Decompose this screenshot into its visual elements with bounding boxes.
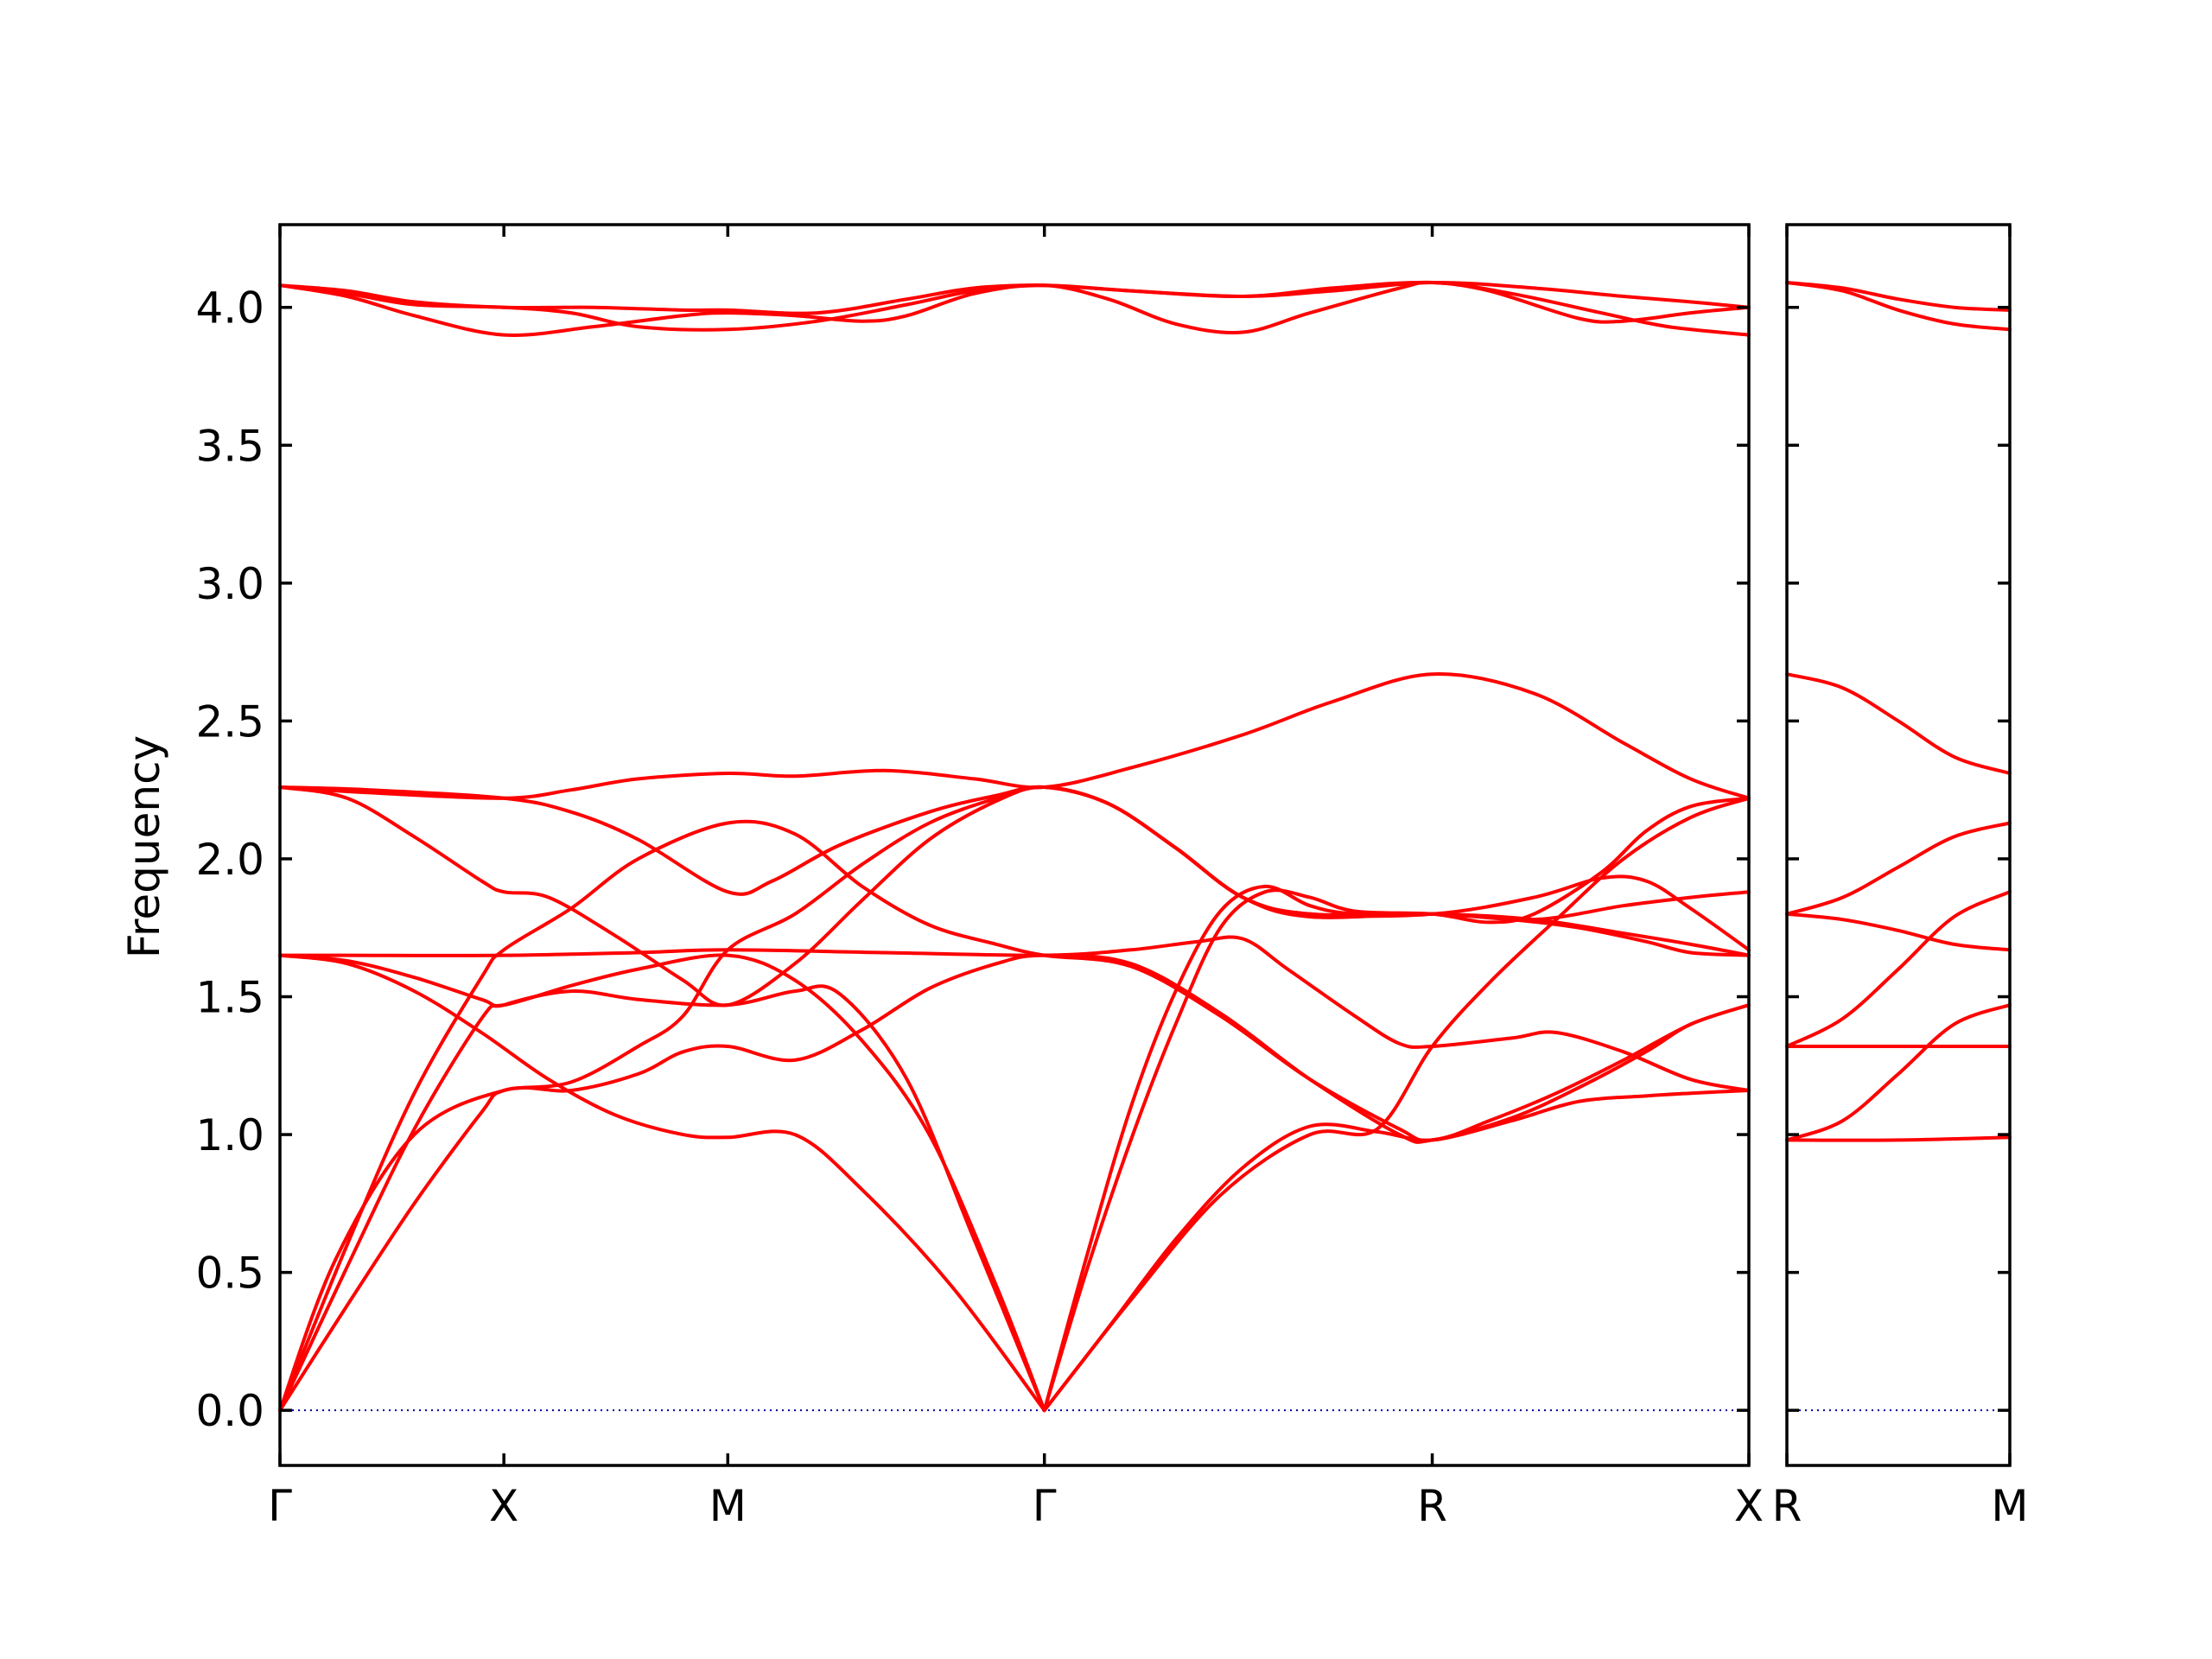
band-line-8 — [1785, 1003, 2012, 1142]
band-line-2 — [1785, 281, 2012, 332]
band-line-4 — [1785, 821, 2012, 916]
y-tick-label: 1.0 — [195, 1110, 264, 1160]
band-line-3 — [1785, 672, 2012, 775]
x-tick-label: X — [1734, 1481, 1764, 1531]
band-line-6 — [278, 785, 1751, 1007]
band-line-17 — [1042, 796, 1751, 1413]
y-tick-label: 1.5 — [195, 973, 264, 1023]
y-axis-label: Frequency — [119, 735, 169, 958]
band-line-16 — [1042, 884, 1751, 1413]
band-line-9 — [1785, 1135, 2012, 1142]
y-tick-label: 4.0 — [195, 283, 264, 334]
band-line-4 — [278, 672, 1751, 800]
x-tick-label: Γ — [268, 1481, 292, 1531]
y-tick-label: 0.5 — [195, 1249, 264, 1299]
x-tick-label: M — [1991, 1481, 2028, 1531]
y-tick-label: 0.0 — [195, 1386, 264, 1436]
band-line-12 — [278, 785, 1751, 1413]
y-tick-label: 3.0 — [195, 559, 264, 609]
band-line-10 — [278, 984, 1046, 1413]
y-tick-label: 2.0 — [195, 835, 264, 885]
band-line-6 — [1785, 890, 2012, 1048]
x-tick-label: M — [709, 1481, 747, 1531]
main-band-panel: 0.0 0.5 1.0 1.5 2.0 2.5 3.0 3.5 4.0 Γ X M Γ R X — [195, 223, 1764, 1531]
plot-frame — [278, 223, 1751, 1467]
plot-frame — [1785, 223, 2012, 1467]
band-line-11 — [278, 819, 1751, 1413]
y-tick-label: 2.5 — [195, 696, 264, 747]
band-line-7 — [278, 935, 1751, 1092]
x-tick-label: R — [1772, 1481, 1802, 1531]
band-line-15 — [1042, 1003, 1751, 1413]
band-line-13 — [278, 953, 1751, 1413]
band-line-3 — [278, 280, 1751, 337]
y-tick-label: 3.5 — [195, 421, 264, 471]
band-line-8 — [278, 953, 1046, 1413]
band-line-5 — [1785, 912, 2012, 952]
band-line-9 — [278, 953, 1046, 1413]
band-line-14 — [1042, 796, 1751, 1413]
x-tick-label: Γ — [1033, 1481, 1057, 1531]
band-line-5 — [278, 785, 1751, 952]
x-tick-label: R — [1417, 1481, 1447, 1531]
x-tick-label: X — [489, 1481, 518, 1531]
